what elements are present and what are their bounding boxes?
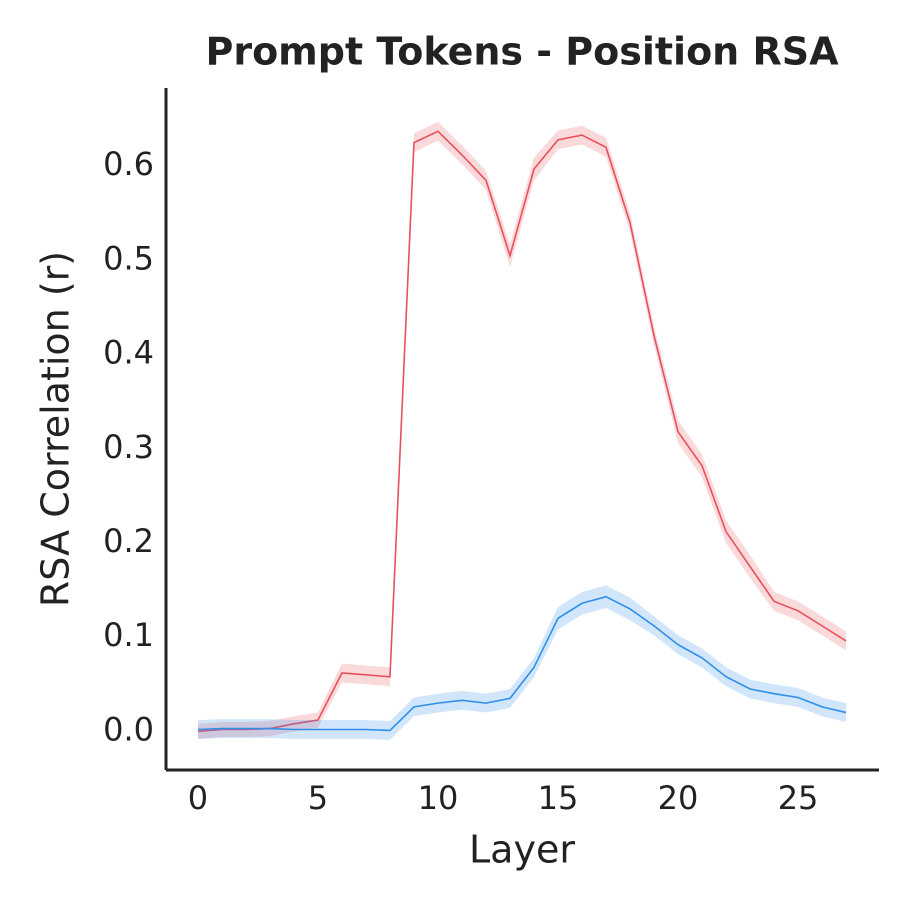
y-tick-label: 0.2 (103, 522, 154, 560)
y-tick-label: 0.5 (103, 239, 154, 277)
series-line (197, 595, 847, 732)
y-tick-label: 0.1 (103, 616, 154, 654)
y-tick-label: 0.3 (103, 428, 154, 466)
x-tick-label: 25 (778, 779, 819, 817)
y-axis-label: RSA Correlation (r) (34, 251, 78, 607)
chart-title: Prompt Tokens - Position RSA (205, 30, 839, 74)
x-tick-label: 15 (538, 779, 579, 817)
x-axis-label: Layer (469, 828, 575, 872)
series-line (197, 130, 847, 733)
y-tick-label: 0.4 (103, 334, 154, 372)
confidence-band (197, 585, 847, 740)
y-tick-label: 0.6 (103, 145, 154, 183)
x-tick-label: 10 (418, 779, 459, 817)
x-tick-label: 5 (308, 779, 328, 817)
x-tick-label: 20 (658, 779, 699, 817)
y-tick-label: 0.0 (103, 710, 154, 748)
x-tick-label: 0 (188, 779, 208, 817)
